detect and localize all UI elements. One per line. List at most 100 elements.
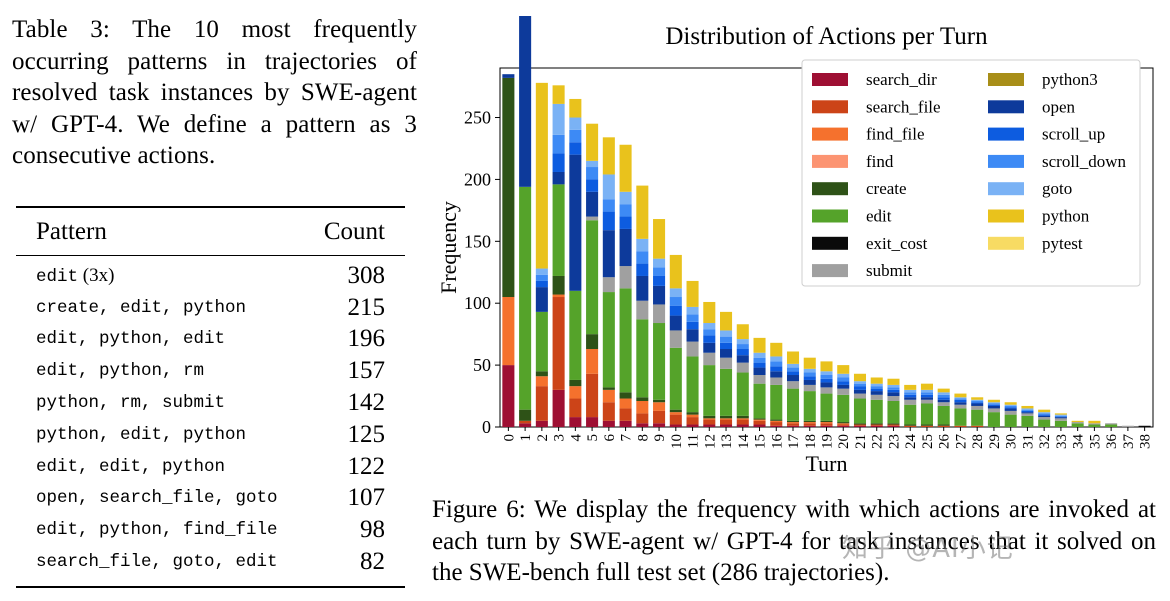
bar-segment-open bbox=[820, 382, 833, 388]
x-tick-label: 22 bbox=[870, 434, 886, 449]
bar-segment-find-file bbox=[786, 422, 800, 424]
actions-per-turn-chart: Distribution of Actions per Turn05010015… bbox=[436, 16, 1154, 476]
bar-segment-find-file bbox=[820, 422, 833, 424]
table-row: open, search_file, goto 107 bbox=[16, 483, 405, 515]
bar-segment-search-file bbox=[937, 425, 950, 427]
bar-segment-submit bbox=[1105, 423, 1118, 425]
bar-segment-open bbox=[887, 392, 900, 397]
bar-segment-goto bbox=[569, 117, 582, 130]
bar-segment-submit bbox=[1038, 417, 1051, 420]
bar-segment-open bbox=[987, 405, 1000, 409]
legend-label: find bbox=[866, 152, 894, 171]
table-row: edit, edit, python 122 bbox=[16, 451, 405, 483]
bar-segment-python bbox=[602, 137, 615, 175]
table-top-rule bbox=[16, 206, 405, 208]
bar-segment-scroll-up bbox=[887, 389, 900, 393]
bar-segment-submit bbox=[1004, 410, 1017, 415]
bar-segment-create bbox=[736, 415, 749, 419]
bar-segment-edit bbox=[1054, 420, 1067, 427]
bar-segment-search-file bbox=[720, 419, 733, 425]
bar-segment-edit bbox=[786, 388, 800, 421]
bar-segment-search-file bbox=[920, 425, 933, 427]
table-row: search_file, goto, edit 82 bbox=[16, 546, 405, 578]
bar-segment-edit bbox=[669, 347, 682, 410]
bar-segment-python bbox=[753, 337, 766, 353]
legend-swatch bbox=[988, 154, 1024, 168]
bar-segment-goto bbox=[887, 384, 900, 388]
bar-segment-python bbox=[987, 399, 1000, 403]
pattern-text: python, rm, submit bbox=[36, 393, 226, 414]
bar-segment-scroll-down bbox=[853, 383, 867, 387]
bar-segment-search-file bbox=[602, 402, 615, 421]
bar-segment-scroll-up bbox=[904, 394, 917, 398]
bar-segment-open bbox=[1004, 408, 1017, 411]
bar-segment-python bbox=[870, 377, 883, 384]
x-tick-label: 1 bbox=[518, 434, 534, 442]
y-tick-label: 0 bbox=[482, 417, 491, 437]
bar-segment-create bbox=[502, 77, 515, 298]
bar-segment-goto bbox=[619, 191, 632, 205]
bar-segment-scroll-down bbox=[552, 134, 565, 154]
bar-segment-scroll-down bbox=[669, 297, 682, 306]
count-cell: 157 bbox=[347, 357, 386, 385]
x-tick-label: 11 bbox=[686, 434, 702, 448]
bar-segment-goto bbox=[602, 174, 615, 200]
bar-segment-python bbox=[1038, 409, 1051, 413]
bar-segment-goto bbox=[703, 323, 716, 330]
chart-title: Distribution of Actions per Turn bbox=[665, 23, 988, 50]
x-tick-label: 32 bbox=[1037, 434, 1053, 449]
bar-segment-python bbox=[736, 324, 749, 340]
bar-segment-find-file bbox=[586, 349, 599, 374]
bar-segment-scroll-down bbox=[870, 386, 883, 389]
bar-segment-goto bbox=[636, 238, 649, 252]
bar-segment-find-file bbox=[837, 423, 850, 425]
x-tick-label: 31 bbox=[1020, 434, 1036, 449]
bar-segment-submit bbox=[1054, 418, 1067, 421]
bar-segment-edit bbox=[920, 403, 933, 425]
bar-segment-python bbox=[535, 82, 548, 269]
bar-segment-scroll-down bbox=[1054, 415, 1067, 418]
bar-segment-python bbox=[636, 185, 649, 239]
bar-segment-open bbox=[502, 74, 515, 78]
pattern-text: search_file, goto, edit bbox=[36, 552, 278, 573]
bar-segment-create bbox=[602, 387, 615, 390]
bar-segment-scroll-up bbox=[586, 179, 599, 192]
bar-segment-open bbox=[586, 191, 599, 217]
bar-segment-search-file bbox=[586, 373, 599, 418]
bar-segment-scroll-up bbox=[971, 402, 984, 404]
bar-segment-edit bbox=[703, 365, 716, 416]
legend-label: goto bbox=[1042, 179, 1072, 198]
bar-segment-create bbox=[870, 423, 883, 425]
bar-segment-find-file bbox=[753, 419, 766, 421]
bar-segment-submit bbox=[703, 352, 716, 366]
legend-label: python bbox=[1042, 207, 1090, 226]
bar-segment-scroll-up bbox=[569, 142, 582, 155]
legend-box bbox=[801, 59, 1141, 287]
bar-segment-goto bbox=[753, 352, 766, 358]
x-tick-label: 23 bbox=[886, 434, 902, 449]
bar-segment-find-file bbox=[720, 418, 733, 420]
bar-segment-python bbox=[937, 388, 950, 393]
bar-segment-scroll-down bbox=[803, 372, 816, 377]
bar-segment-scroll-down bbox=[586, 167, 599, 180]
bar-segment-python bbox=[820, 361, 833, 372]
bar-segment-submit bbox=[1121, 425, 1134, 427]
bar-segment-submit bbox=[669, 330, 682, 348]
pattern-cell: python, rm, submit bbox=[36, 393, 225, 413]
bar-segment-scroll-up bbox=[602, 211, 615, 231]
x-axis-label: Turn bbox=[806, 451, 848, 476]
bar-segment-search-dir bbox=[569, 417, 582, 427]
pattern-cell: edit (3x) bbox=[36, 265, 114, 287]
bar-segment-goto bbox=[1054, 414, 1067, 416]
x-tick-label: 34 bbox=[1071, 434, 1087, 450]
bar-segment-python bbox=[586, 123, 599, 161]
bar-segment-scroll-down bbox=[770, 361, 783, 367]
bar-segment-open bbox=[636, 275, 649, 301]
bar-segment-goto bbox=[586, 160, 599, 168]
bar-segment-goto bbox=[837, 373, 850, 378]
bar-segment-scroll-up bbox=[720, 342, 733, 350]
bar-segment-find-file bbox=[502, 297, 515, 366]
bar-segment-scroll-down bbox=[636, 251, 649, 264]
bar-segment-search-file bbox=[820, 423, 833, 426]
bar-segment-search-file bbox=[653, 410, 666, 424]
